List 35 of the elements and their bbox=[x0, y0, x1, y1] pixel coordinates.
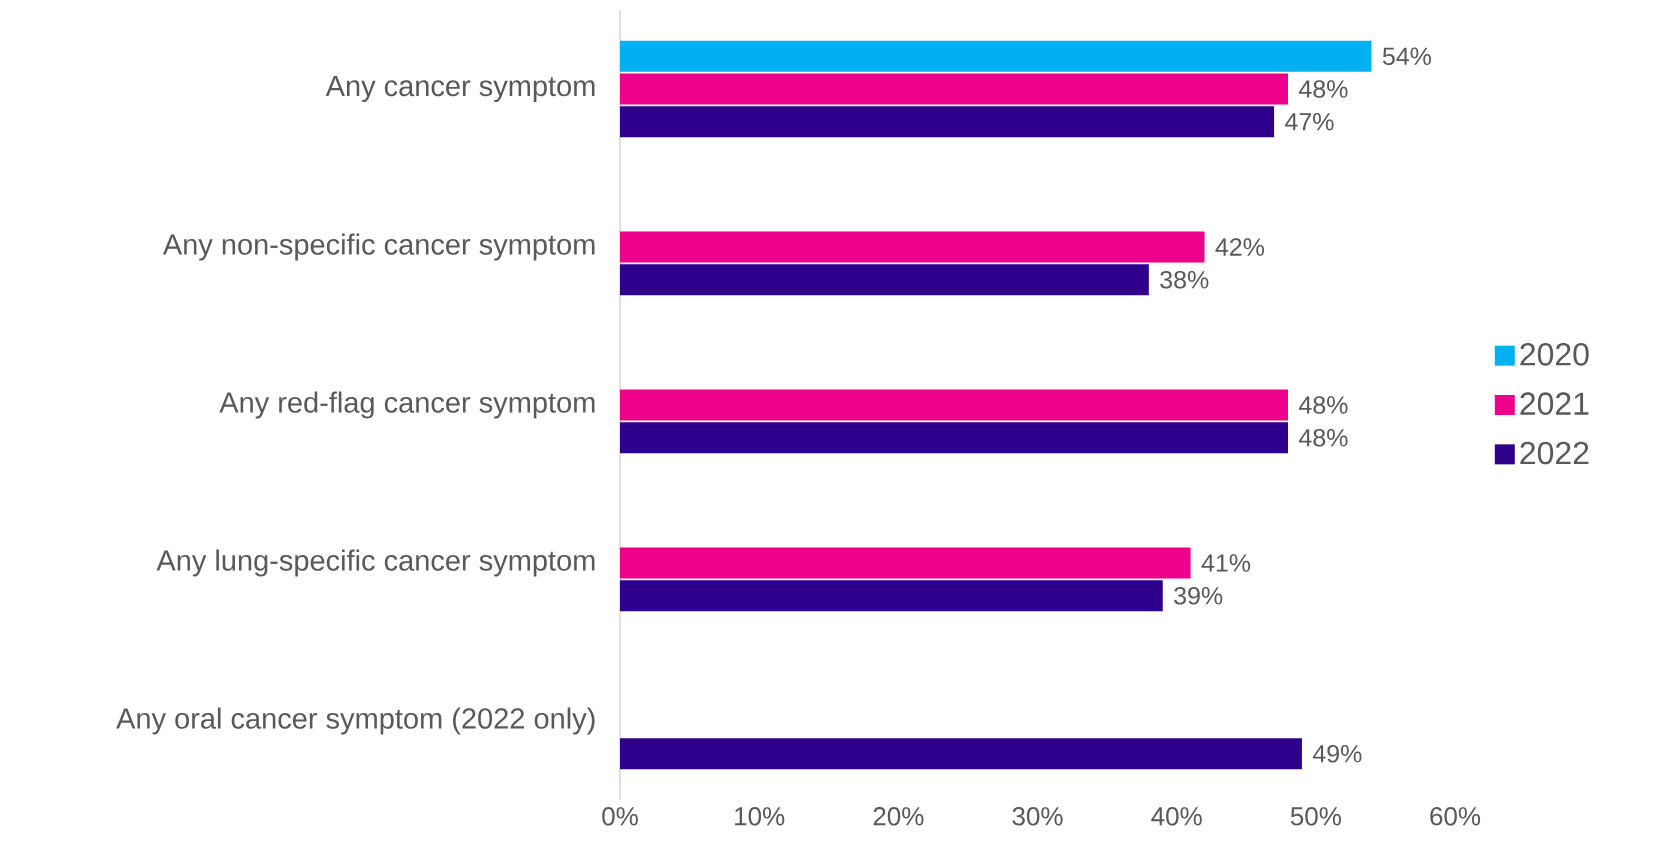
bar bbox=[620, 40, 1372, 72]
x-tick-label: 40% bbox=[1151, 807, 1202, 826]
x-tick-label: 10% bbox=[735, 807, 785, 826]
bar bbox=[620, 264, 1149, 296]
x-tick-label: 0% bbox=[602, 807, 638, 826]
legend-label: 2022 bbox=[1520, 441, 1589, 465]
y-tick-label: Any oral cancer symptom (2022 only) bbox=[116, 707, 595, 735]
data-label: 48% bbox=[1298, 396, 1348, 414]
data-label: 48% bbox=[1298, 80, 1348, 98]
data-label: 49% bbox=[1312, 744, 1362, 763]
bar bbox=[620, 580, 1163, 612]
x-tick-label: 60% bbox=[1430, 807, 1481, 826]
legend-label: 2020 bbox=[1520, 343, 1589, 366]
bar bbox=[620, 547, 1191, 579]
bar bbox=[620, 106, 1275, 138]
data-label: 54% bbox=[1382, 47, 1432, 66]
data-label: 42% bbox=[1215, 238, 1265, 256]
data-label: 41% bbox=[1201, 554, 1251, 572]
bar bbox=[620, 422, 1289, 454]
legend-label: 2021 bbox=[1520, 392, 1589, 415]
y-tick-label: Any non-specific cancer symptom bbox=[162, 233, 595, 261]
x-tick-label: 20% bbox=[873, 807, 924, 826]
bar bbox=[620, 73, 1289, 105]
data-label: 39% bbox=[1174, 586, 1223, 605]
x-tick-label: 50% bbox=[1290, 807, 1341, 826]
y-tick-label: Any lung-specific cancer symptom bbox=[156, 549, 595, 577]
x-tick-label: 30% bbox=[1012, 807, 1063, 826]
bar bbox=[620, 231, 1205, 263]
y-tick-label: Any cancer symptom bbox=[325, 76, 595, 102]
bar bbox=[620, 738, 1302, 770]
y-tick-label: Any red-flag cancer symptom bbox=[219, 391, 595, 419]
data-label: 48% bbox=[1298, 428, 1348, 447]
bar bbox=[620, 389, 1289, 421]
data-label: 38% bbox=[1160, 270, 1209, 289]
data-label: 47% bbox=[1285, 112, 1334, 131]
